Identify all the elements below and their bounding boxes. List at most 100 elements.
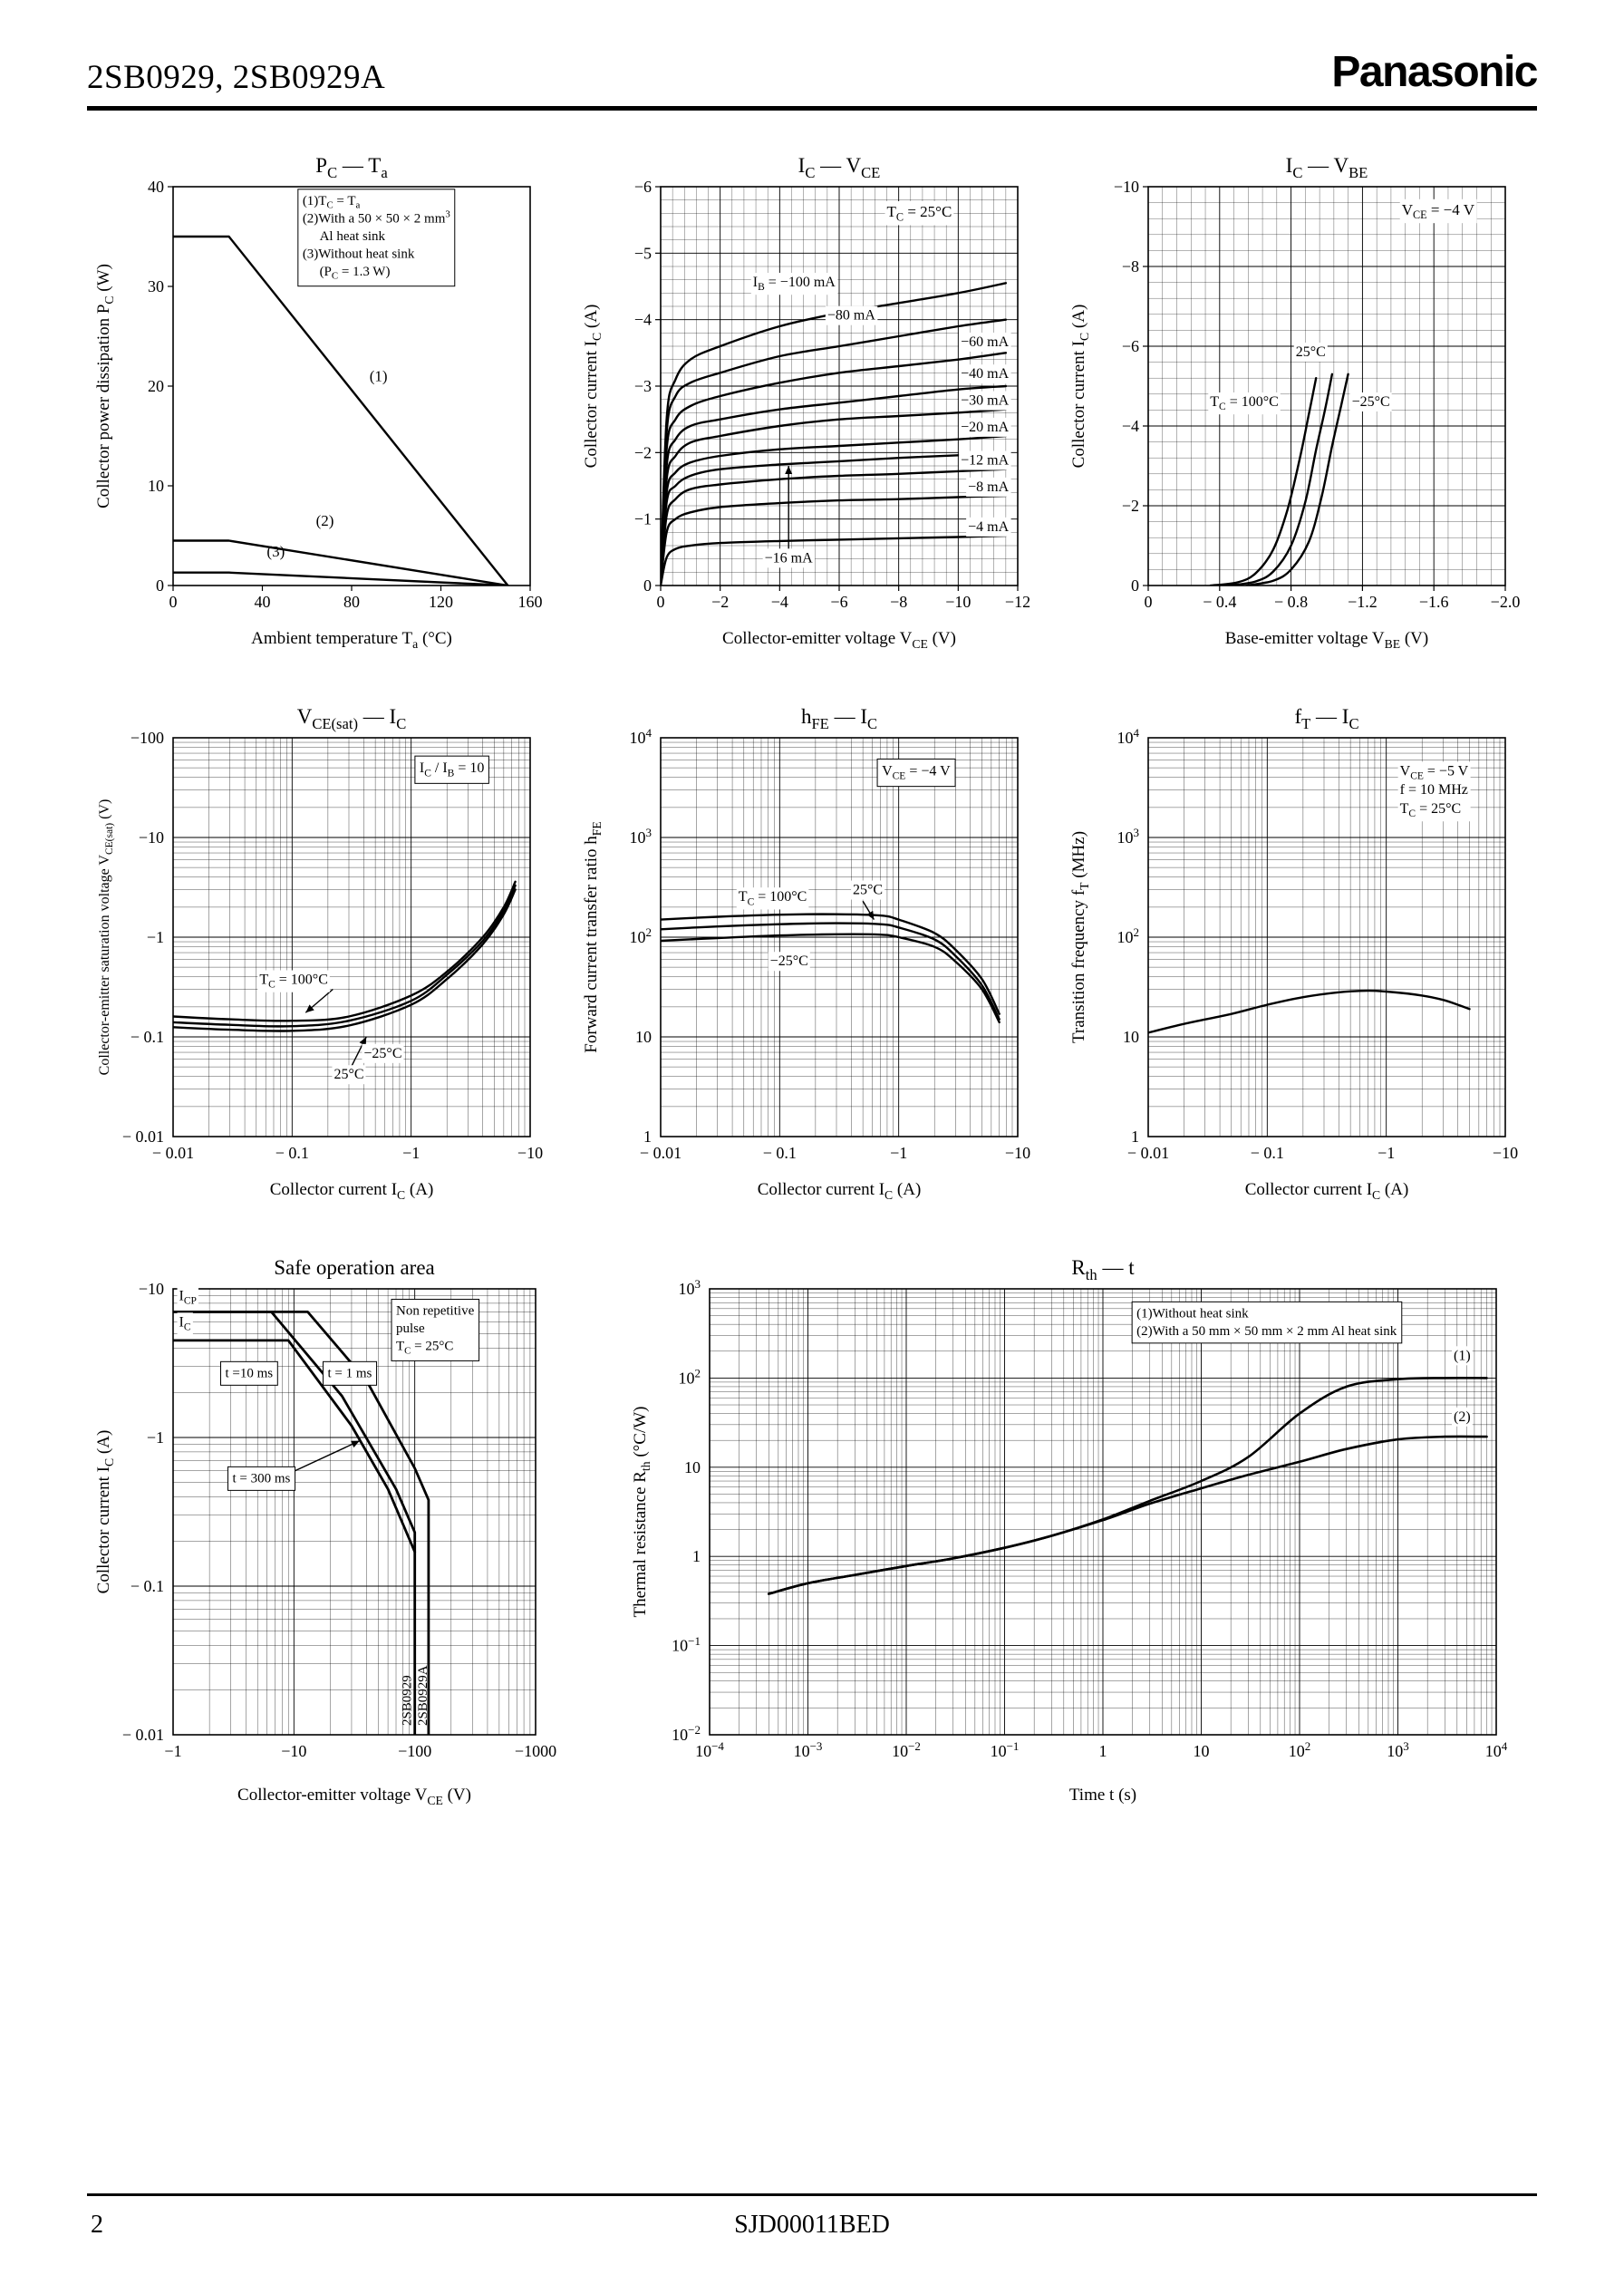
svg-text:1: 1 [692,1547,701,1565]
y-tick-label: −10 [139,828,164,847]
svg-text:−10: −10 [1114,178,1139,196]
annotation: t = 300 ms [227,1466,296,1491]
x-tick-label: 103 [1387,1739,1409,1760]
y-tick-label: 1 [1131,1128,1139,1146]
y-axis-title-group: Collector power dissipation PC (W) [94,264,116,508]
x-tick-label: −10 [281,1742,306,1760]
series-group [173,880,517,1032]
y-tick-label: −10 [139,1280,164,1298]
svg-text:Collector current IC (A): Collector current IC (A) [758,1180,922,1202]
svg-text:− 0.1: − 0.1 [763,1144,797,1162]
svg-text:−8: −8 [1122,257,1139,276]
y-tick-label: −100 [130,729,164,747]
svg-text:fT — IC: fT — IC [1294,705,1358,732]
y-tick-label: 0 [1131,576,1139,595]
annotation: t =10 ms [220,1360,278,1386]
page-number: 2 [91,2211,103,2239]
svg-text:IC — VCE: IC — VCE [798,154,881,181]
series-ib-minus-30mA [661,408,1008,586]
svg-text:104: 104 [630,726,652,747]
svg-text:−25°C: −25°C [363,1046,401,1061]
grid [661,187,1018,586]
annotation: Non repetitive pulse TC = 25°C [391,1299,480,1361]
chart-title: VCE(sat) — IC [297,705,407,732]
annotation: −20 mA [959,417,1011,437]
series-group [661,282,1008,586]
chart-title: Safe operation area [274,1256,435,1279]
svg-text:104: 104 [1117,726,1140,747]
svg-text:−10: −10 [1005,1144,1030,1162]
x-tick-label: −1.6 [1419,593,1449,611]
svg-text:−100: −100 [398,1742,431,1760]
x-tick-label: −10 [1005,1144,1030,1162]
y-tick-label: 103 [1117,826,1140,847]
y-tick-label: 1 [692,1547,701,1565]
svg-text:−8: −8 [890,593,907,611]
svg-text:−1000: −1000 [515,1742,556,1760]
svg-text:VCE(sat) — IC: VCE(sat) — IC [297,705,407,732]
svg-text:(1)TC = Ta: (1)TC = Ta [303,194,361,211]
annotation: (1)Without heat sink (2)With a 50 mm × 50… [1131,1301,1403,1344]
series-curve-3-without-heat-sink [173,571,509,586]
y-tick-label: −5 [634,244,652,262]
y-tick-label: −1 [634,510,652,528]
svg-text:−8 mA: −8 mA [968,479,1009,495]
svg-text:VCE = −5 V: VCE = −5 V [1400,763,1469,781]
svg-text:Collector current IC (A): Collector current IC (A) [94,1430,116,1594]
series-ft-curve [1148,989,1471,1034]
svg-text:TC = 25°C: TC = 25°C [1400,801,1462,819]
svg-text:− 0.1: − 0.1 [1251,1144,1284,1162]
svg-text:PC — Ta: PC — Ta [315,154,388,181]
y-axis-title-group: Transition frequency fT (MHz) [1069,831,1091,1043]
annotation: IC / IB = 10 [414,755,489,784]
svg-text:120: 120 [429,593,453,611]
svg-text:−1: −1 [164,1742,181,1760]
series-ib-minus-60mA [661,352,1008,586]
svg-text:−6: −6 [634,178,652,196]
x-tick-label: − 0.01 [1127,1144,1169,1162]
svg-text:−4: −4 [1122,417,1139,435]
svg-text:IC: IC [179,1314,191,1332]
x-tick-label: −10 [1493,1144,1518,1162]
x-tick-label: −1.2 [1348,593,1378,611]
chart-ft-ic-canvas: − 0.01 − 0.1 −1 −10 1 10 102 103 104 Collector cu… [1069,705,1518,1202]
series-ib-minus-20mA [661,434,1008,586]
y-tick-label: −1 [147,928,164,946]
annotation: −16 mA [762,548,816,568]
annotation: (3) [266,543,285,560]
x-tick-label: − 0.1 [1251,1144,1284,1162]
x-tick-label: −2 [711,593,729,611]
annotation: (2) [316,512,334,529]
y-tick-label: − 0.1 [130,1028,164,1046]
svg-text:(1): (1) [1454,1348,1471,1363]
svg-text:t =10 ms: t =10 ms [226,1366,274,1380]
svg-text:−2: −2 [1122,497,1139,515]
svg-text:−16 mA: −16 mA [765,550,813,566]
svg-text:0: 0 [1145,593,1153,611]
y-tick-label: −10 [1114,178,1139,196]
svg-text:25°C: 25°C [334,1067,363,1082]
svg-text:−1: −1 [402,1144,420,1162]
svg-text:−25°C: −25°C [1352,394,1390,410]
annotation: −12 mA [959,450,1011,470]
svg-text:103: 103 [1117,826,1140,847]
svg-text:Thermal resistance Rth (°C/W: Thermal resistance Rth (°C/W) [631,1407,652,1618]
svg-text:Collector-emitter voltage VCE: Collector-emitter voltage VCE (V) [237,1786,471,1807]
x-tick-label: − 0.1 [763,1144,797,1162]
y-tick-label: 103 [679,1277,701,1298]
svg-text:0: 0 [643,576,652,595]
svg-text:−10: −10 [517,1144,543,1162]
y-tick-label: −6 [1122,337,1139,355]
svg-text:TC = 25°C: TC = 25°C [887,203,952,223]
series-ib-minus-40mA [661,384,1008,586]
annotation: TC = 100°C [257,970,330,992]
y-axis-title: Collector power dissipation PC (W) [94,264,116,508]
x-tick-label: −12 [1005,593,1030,611]
svg-text:10: 10 [1194,1742,1210,1760]
svg-text:VCE = −4 V: VCE = −4 V [882,763,951,781]
svg-text:− 0.4: − 0.4 [1203,593,1236,611]
x-axis-title: Time t (s) [1069,1786,1136,1805]
annotation: VCE = −5 Vf = 10 MHz TC = 25°C [1397,761,1471,822]
svg-text:(2)With a 50 × 50 × 2 mm3: (2)With a 50 × 50 × 2 mm3 [303,209,450,227]
y-axis-title: Collector current IC (A) [94,1430,116,1594]
